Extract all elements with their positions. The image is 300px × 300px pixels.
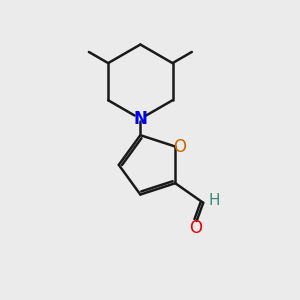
Text: N: N [134, 110, 147, 128]
Text: O: O [173, 137, 186, 155]
Text: O: O [189, 218, 202, 236]
Text: H: H [209, 193, 220, 208]
